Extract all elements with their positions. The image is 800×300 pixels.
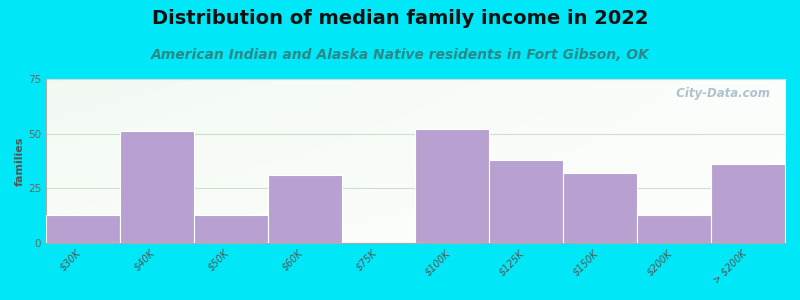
Text: City-Data.com: City-Data.com — [668, 87, 770, 100]
Bar — [490, 160, 563, 243]
Bar — [637, 214, 711, 243]
Bar — [268, 175, 342, 243]
Bar — [563, 173, 637, 243]
Bar — [711, 164, 785, 243]
Y-axis label: families: families — [15, 136, 25, 186]
Bar — [120, 131, 194, 243]
Bar — [415, 129, 490, 243]
Text: American Indian and Alaska Native residents in Fort Gibson, OK: American Indian and Alaska Native reside… — [150, 48, 650, 62]
Text: Distribution of median family income in 2022: Distribution of median family income in … — [152, 9, 648, 28]
Bar — [194, 214, 268, 243]
Bar — [46, 214, 120, 243]
